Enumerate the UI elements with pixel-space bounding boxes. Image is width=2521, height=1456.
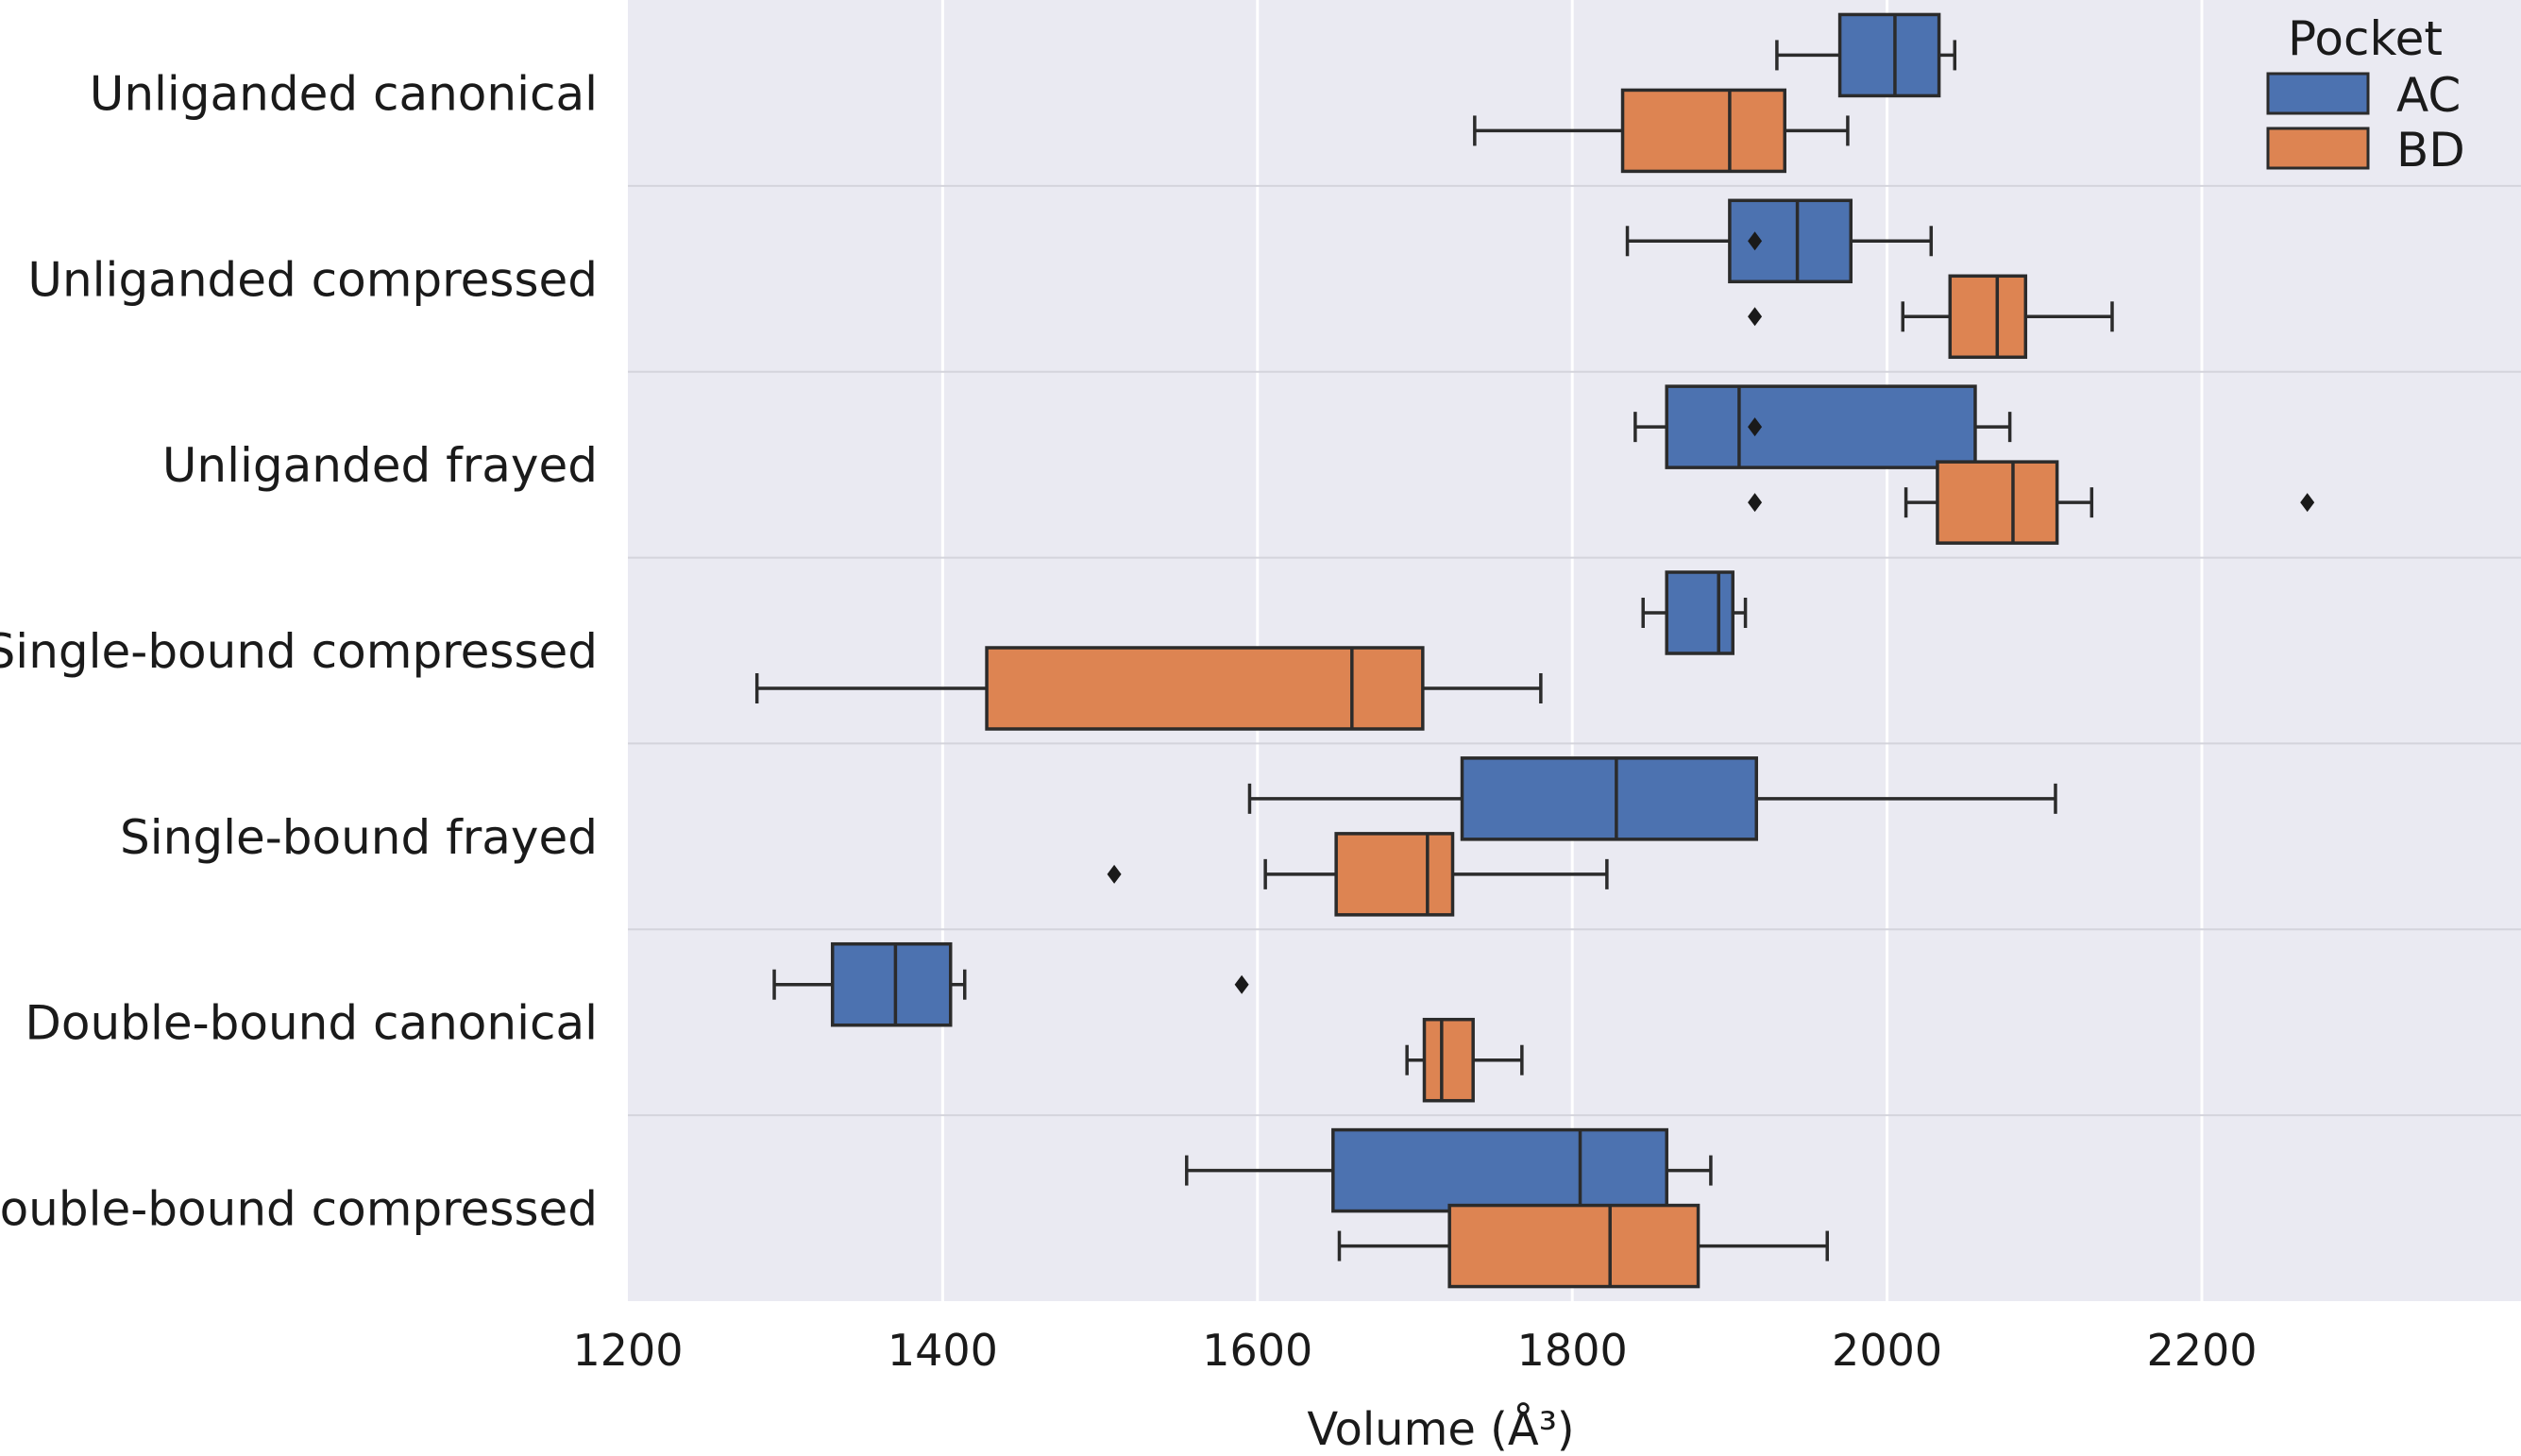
legend-swatch-ac (2266, 72, 2370, 115)
box-iqr (1936, 460, 2059, 545)
box-series (754, 12, 2315, 1289)
category-label-6: Double-bound canonical (25, 996, 598, 1051)
x-tick-label-1200: 1200 (572, 1325, 683, 1376)
box-bd-2 (1748, 274, 2114, 360)
x-tick-label-1400: 1400 (888, 1325, 998, 1376)
box-ac-7 (1185, 1127, 1713, 1213)
outlier-point (1748, 417, 1763, 437)
box-bd-5 (1107, 832, 1609, 917)
x-axis-ticks: 1200 1400 1600 1800 2000 2200 (572, 1325, 2257, 1376)
x-tick-label-2000: 2000 (1832, 1325, 1942, 1376)
legend-label-bd: BD (2396, 123, 2465, 178)
box-ac-2 (1625, 198, 1934, 284)
legend-label-ac: AC (2396, 68, 2461, 123)
box-ac-5 (1247, 756, 2057, 841)
x-axis-title: Volume (Å³) (1307, 1402, 1574, 1456)
box-iqr (830, 941, 953, 1027)
box-bd-4 (754, 646, 1543, 731)
box-ac-4 (1641, 570, 1748, 655)
legend-swatch-bd (2266, 127, 2370, 170)
category-label-7: Double-bound compressed (0, 1182, 598, 1237)
box-bd-3 (1748, 460, 2315, 545)
box-ac-1 (1775, 12, 1957, 98)
outlier-point (2300, 493, 2315, 513)
box-iqr (1665, 384, 1977, 469)
legend-title: Pocket (2288, 11, 2443, 66)
box-bd-1 (1473, 88, 1850, 174)
box-bd-6 (1405, 1017, 1524, 1103)
grid-lines (940, 0, 2204, 1301)
box-ac-3 (1633, 384, 2012, 469)
category-label-3: Unliganded frayed (162, 438, 598, 493)
box-iqr (1331, 1127, 1668, 1213)
row-dividers (628, 184, 2521, 1117)
category-label-2: Unliganded compressed (27, 252, 598, 307)
box-iqr (985, 646, 1425, 731)
box-iqr (1620, 88, 1786, 174)
box-ac-6 (772, 941, 1249, 1027)
outlier-point (1748, 307, 1763, 327)
category-label-5: Single-bound frayed (120, 810, 598, 865)
plot-background (628, 0, 2521, 1301)
box-iqr (1447, 1203, 1700, 1289)
outlier-point (1748, 493, 1763, 513)
box-iqr (1665, 570, 1734, 655)
x-tick-label-1800: 1800 (1517, 1325, 1628, 1376)
outlier-point (1107, 864, 1122, 884)
box-iqr (1948, 274, 2028, 360)
category-labels: Unliganded canonical Unliganded compresse… (0, 66, 598, 1236)
category-label-1: Unliganded canonical (90, 66, 598, 121)
x-tick-label-1600: 1600 (1202, 1325, 1312, 1376)
box-iqr (1837, 12, 1941, 98)
category-label-4: Single-bound compressed (0, 624, 598, 679)
box-iqr (1422, 1017, 1475, 1103)
outlier-point (1748, 231, 1763, 251)
outlier-point (1234, 974, 1249, 994)
box-bd-7 (1337, 1203, 1830, 1289)
box-iqr (1460, 756, 1758, 841)
x-tick-label-2200: 2200 (2146, 1325, 2257, 1376)
legend: Pocket AC BD (2266, 11, 2465, 178)
box-iqr (1334, 832, 1455, 917)
